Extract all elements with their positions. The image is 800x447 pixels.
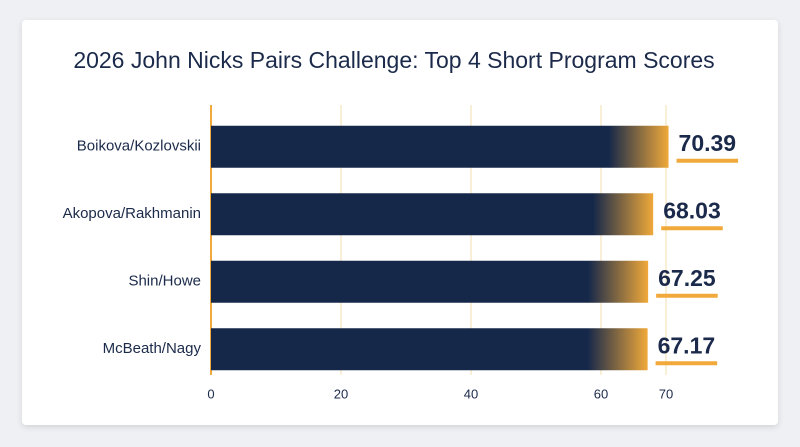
value-label: 70.39: [679, 130, 737, 156]
bar: [211, 260, 649, 303]
y-tick-label: Shin/Howe: [128, 273, 201, 290]
x-tick-label: 20: [334, 386, 348, 401]
value-underline: [655, 361, 718, 366]
value-label: 67.25: [658, 265, 716, 291]
x-tick-label: 40: [464, 386, 478, 401]
bar: [211, 125, 669, 168]
value-label: 67.17: [658, 332, 716, 358]
y-tick-label: Boikova/Kozlovskii: [77, 138, 201, 155]
x-tick-label: 70: [659, 386, 673, 401]
bar: [211, 193, 654, 236]
value-label: 68.03: [663, 197, 721, 223]
y-tick-label: McBeath/Nagy: [103, 340, 202, 357]
x-tick-label: 60: [594, 386, 608, 401]
value-underline: [661, 226, 723, 231]
value-underline: [656, 293, 718, 298]
chart-title: 2026 John Nicks Pairs Challenge: Top 4 S…: [73, 47, 714, 73]
y-tick-label: Akopova/Rakhmanin: [63, 205, 201, 222]
bar: [211, 328, 648, 371]
value-underline: [676, 158, 739, 163]
x-tick-label: 0: [207, 386, 214, 401]
